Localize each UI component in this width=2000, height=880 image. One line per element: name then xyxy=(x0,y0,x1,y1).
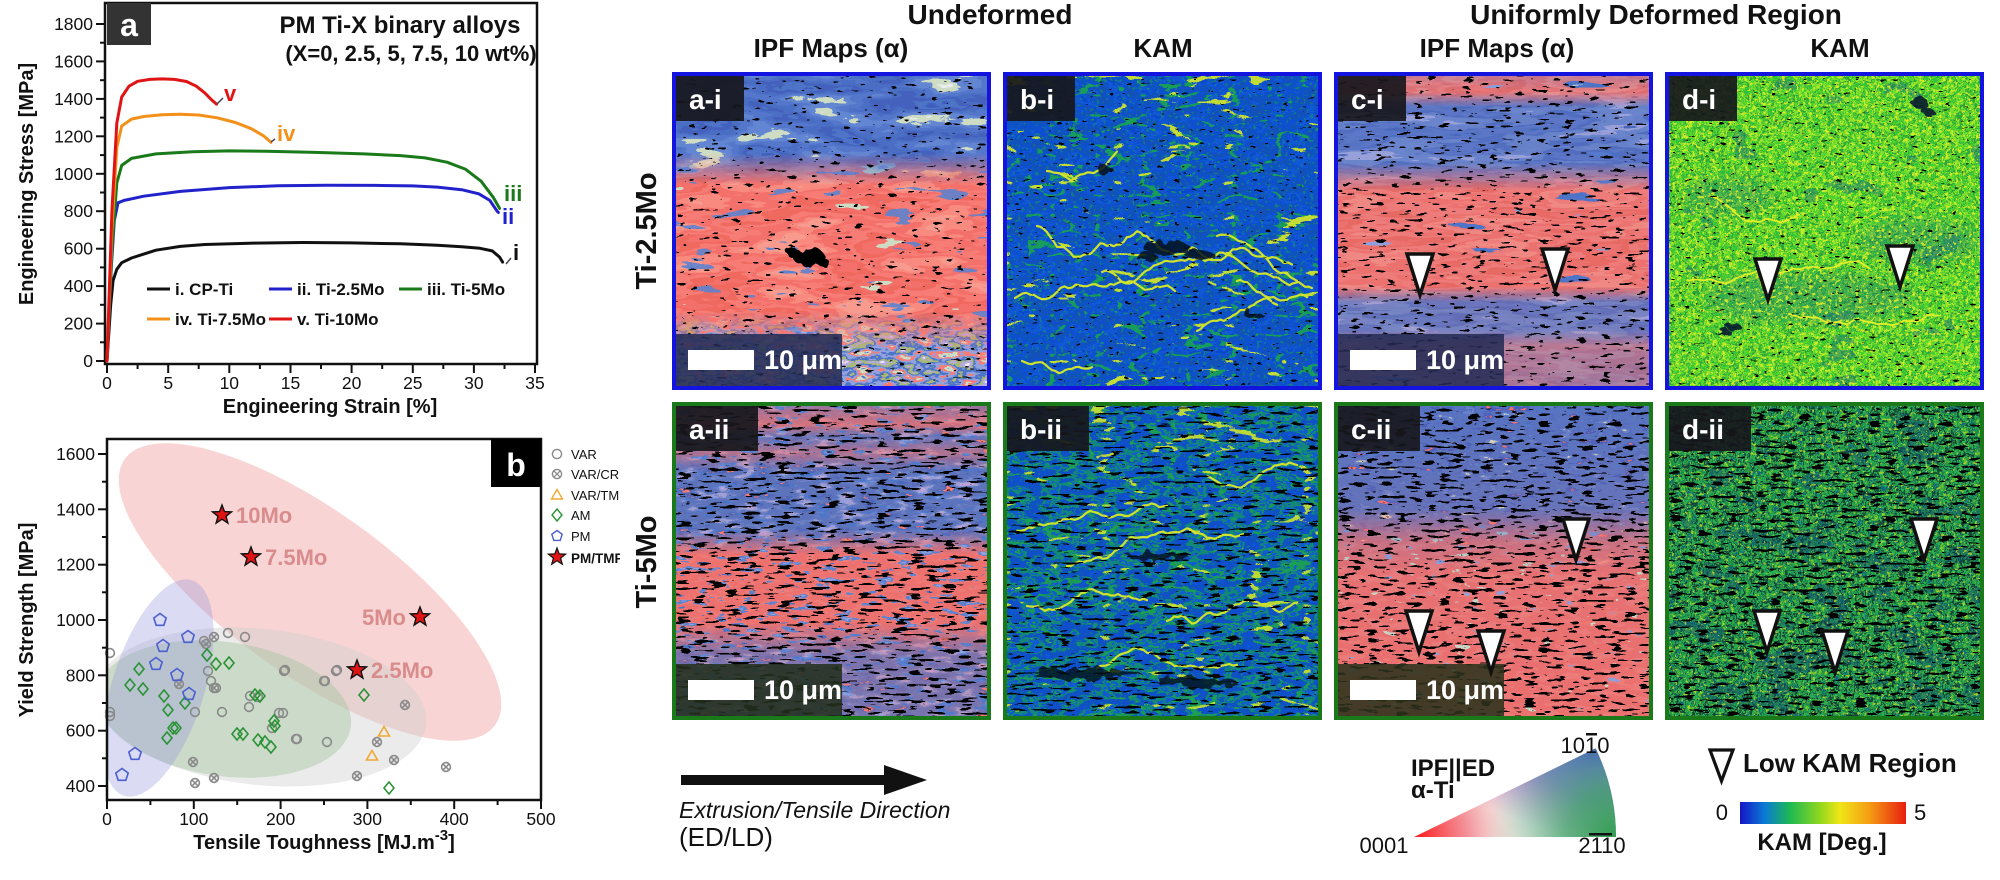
svg-text:0: 0 xyxy=(102,809,112,829)
svg-text:Engineering Strain [%]: Engineering Strain [%] xyxy=(223,396,437,418)
svg-text:1000: 1000 xyxy=(56,610,95,630)
svg-text:ii. Ti-2.5Mo: ii. Ti-2.5Mo xyxy=(297,280,385,299)
svg-text:b: b xyxy=(506,447,526,483)
svg-text:800: 800 xyxy=(66,665,95,685)
svg-text:0: 0 xyxy=(1716,800,1728,825)
svg-text:15: 15 xyxy=(281,373,300,393)
svg-text:AM: AM xyxy=(571,508,591,523)
svg-text:25: 25 xyxy=(403,373,422,393)
svg-text:IPF||ED: IPF||ED xyxy=(1411,755,1495,782)
svg-text:a: a xyxy=(120,7,138,43)
svg-text:1400: 1400 xyxy=(56,499,95,519)
svg-text:500: 500 xyxy=(526,809,555,829)
svg-text:800: 800 xyxy=(64,201,93,221)
svg-text:Ti-5Mo: Ti-5Mo xyxy=(631,516,663,609)
svg-text:PM Ti-X binary alloys: PM Ti-X binary alloys xyxy=(280,12,521,39)
svg-text:1010: 1010 xyxy=(1561,733,1610,758)
svg-text:a-ii: a-ii xyxy=(689,414,729,445)
svg-text:iii: iii xyxy=(504,181,522,206)
svg-text:10Mo: 10Mo xyxy=(236,503,292,528)
svg-text:600: 600 xyxy=(66,721,95,741)
svg-text:b-ii: b-ii xyxy=(1020,414,1062,445)
svg-text:VAR/CR: VAR/CR xyxy=(571,467,619,482)
svg-text:200: 200 xyxy=(64,314,93,334)
svg-text:400: 400 xyxy=(66,776,95,796)
svg-text:10 μm: 10 μm xyxy=(764,345,842,375)
svg-text:1200: 1200 xyxy=(56,555,95,575)
svg-text:PM: PM xyxy=(571,529,591,544)
svg-text:10 μm: 10 μm xyxy=(764,675,842,705)
svg-text:1200: 1200 xyxy=(54,126,93,146)
svg-text:300: 300 xyxy=(353,809,382,829)
svg-text:1000: 1000 xyxy=(54,164,93,184)
svg-text:c-ii: c-ii xyxy=(1351,414,1391,445)
svg-text:10 μm: 10 μm xyxy=(1426,675,1504,705)
svg-text:(ED/LD): (ED/LD) xyxy=(679,822,773,852)
svg-text:Uniformly Deformed Region: Uniformly Deformed Region xyxy=(1470,0,1842,30)
svg-text:(X=0, 2.5, 5, 7.5, 10 wt%): (X=0, 2.5, 5, 7.5, 10 wt%) xyxy=(285,41,536,66)
svg-text:d-i: d-i xyxy=(1682,84,1716,115)
svg-text:0: 0 xyxy=(83,351,93,371)
svg-text:0: 0 xyxy=(102,373,112,393)
svg-text:30: 30 xyxy=(464,373,484,393)
svg-text:b-i: b-i xyxy=(1020,84,1054,115)
svg-text:Low KAM Region: Low KAM Region xyxy=(1743,748,1957,778)
svg-text:c-i: c-i xyxy=(1351,84,1384,115)
svg-text:5: 5 xyxy=(1914,800,1926,825)
svg-text:v. Ti-10Mo: v. Ti-10Mo xyxy=(297,310,379,329)
svg-text:1600: 1600 xyxy=(54,51,93,71)
svg-text:a-i: a-i xyxy=(689,84,722,115)
svg-text:1400: 1400 xyxy=(54,89,93,109)
svg-text:Extrusion/Tensile Direction: Extrusion/Tensile Direction xyxy=(679,797,950,823)
svg-text:v: v xyxy=(224,81,237,106)
svg-text:2.5Mo: 2.5Mo xyxy=(371,658,433,683)
svg-text:2110: 2110 xyxy=(1578,833,1625,858)
svg-text:7.5Mo: 7.5Mo xyxy=(265,545,327,570)
svg-text:Ti-2.5Mo: Ti-2.5Mo xyxy=(631,172,663,289)
svg-text:IPF Maps (α): IPF Maps (α) xyxy=(1420,33,1575,63)
svg-text:PM/TMP: PM/TMP xyxy=(571,551,624,566)
svg-text:VAR: VAR xyxy=(571,447,597,462)
svg-text:ii: ii xyxy=(502,204,514,229)
svg-text:0001: 0001 xyxy=(1360,833,1409,858)
svg-text:iv: iv xyxy=(277,121,296,146)
svg-text:10 μm: 10 μm xyxy=(1426,345,1504,375)
svg-text:d-ii: d-ii xyxy=(1682,414,1724,445)
svg-text:Undeformed: Undeformed xyxy=(908,0,1073,30)
svg-text:α-Ti: α-Ti xyxy=(1411,777,1455,804)
svg-text:Yield Strength [MPa]: Yield Strength [MPa] xyxy=(16,523,38,718)
svg-text:5Mo: 5Mo xyxy=(362,605,406,630)
svg-text:KAM: KAM xyxy=(1810,33,1869,63)
svg-text:20: 20 xyxy=(342,373,362,393)
svg-text:iv. Ti-7.5Mo: iv. Ti-7.5Mo xyxy=(175,310,266,329)
svg-text:Engineering Stress [MPa]: Engineering Stress [MPa] xyxy=(16,63,38,305)
svg-text:i. CP-Ti: i. CP-Ti xyxy=(175,280,233,299)
svg-text:KAM [Deg.]: KAM [Deg.] xyxy=(1757,829,1886,856)
svg-text:1600: 1600 xyxy=(56,444,95,464)
svg-text:IPF Maps (α): IPF Maps (α) xyxy=(754,33,909,63)
svg-text:iii. Ti-5Mo: iii. Ti-5Mo xyxy=(427,280,505,299)
svg-text:400: 400 xyxy=(440,809,469,829)
svg-text:1800: 1800 xyxy=(54,14,93,34)
svg-text:400: 400 xyxy=(64,276,93,296)
svg-text:200: 200 xyxy=(266,809,295,829)
svg-text:5: 5 xyxy=(163,373,173,393)
svg-text:KAM: KAM xyxy=(1133,33,1192,63)
svg-text:35: 35 xyxy=(525,373,544,393)
svg-text:10: 10 xyxy=(220,373,240,393)
svg-text:i: i xyxy=(513,240,519,265)
svg-text:VAR/TMP: VAR/TMP xyxy=(571,488,628,503)
svg-text:600: 600 xyxy=(64,239,93,259)
svg-text:100: 100 xyxy=(179,809,208,829)
svg-text:Tensile Toughness [MJ.m-3]: Tensile Toughness [MJ.m-3] xyxy=(193,827,455,854)
